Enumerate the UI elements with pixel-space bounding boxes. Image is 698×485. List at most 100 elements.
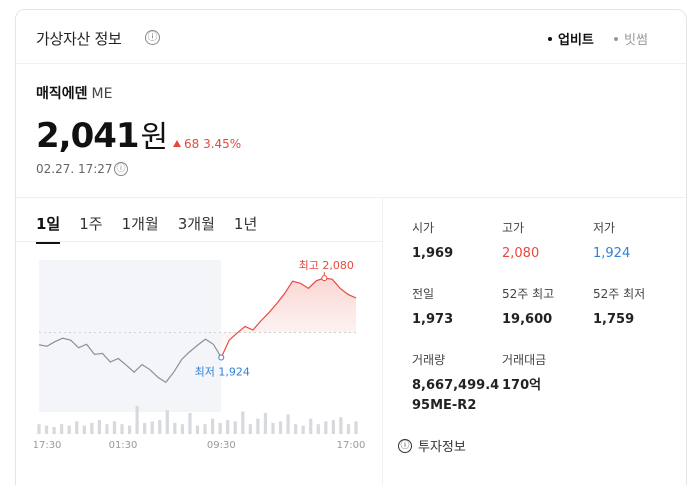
stat-value: 2,080 xyxy=(502,246,540,261)
tab-1d[interactable]: 1일 xyxy=(36,213,61,244)
exchange-bithumb-tab[interactable]: 빗썸 xyxy=(614,29,648,48)
selected-dot-icon xyxy=(548,36,552,41)
volume-bar xyxy=(210,418,215,434)
volume-bar xyxy=(44,425,49,434)
volume-bar xyxy=(233,421,237,434)
stat-label: 52주 최저 xyxy=(593,287,646,301)
low-label: 최저 1,924 xyxy=(195,365,250,378)
volume-bar xyxy=(90,422,94,434)
volume-bar xyxy=(218,422,222,434)
price-line-up xyxy=(220,277,357,358)
stat-item: 고가 2,080 xyxy=(502,219,539,264)
volume-bar xyxy=(263,413,268,434)
tab-1m[interactable]: 1개월 xyxy=(121,215,159,233)
stat-label: 거래량 xyxy=(412,353,446,367)
x-tick-label: 17:30 xyxy=(34,440,61,450)
volume-bar xyxy=(309,418,313,434)
tab-1w[interactable]: 1주 xyxy=(79,215,103,233)
coin-name-text: 매직에덴 xyxy=(36,86,88,102)
volume-bar xyxy=(294,424,298,434)
price-chart[interactable]: 최고 2,080 최저 1,924 17:30 01:30 09:30 17:00 xyxy=(34,260,366,450)
x-tick-label: 17:00 xyxy=(337,440,366,450)
crypto-info-card: 가상자산 정보 ⓘ 업비트 빗썸 매직에덴 ME 2,041원 68 3.45% … xyxy=(15,9,687,485)
volume-bar xyxy=(120,424,124,434)
dot-icon xyxy=(614,36,618,41)
volume-bar xyxy=(67,425,71,434)
volume-bar xyxy=(195,425,200,434)
volume-bar xyxy=(278,421,283,434)
exchange-label: 빗썸 xyxy=(624,33,648,48)
volume-bar xyxy=(226,420,230,434)
up-area xyxy=(221,278,356,358)
volume-bar xyxy=(331,420,335,434)
stat-value: 1,973 xyxy=(412,312,454,327)
volume-bar xyxy=(203,424,207,434)
low-point xyxy=(218,354,225,361)
coin-symbol: ME xyxy=(91,86,113,102)
price-timestamp: 02.27. 17:27 xyxy=(36,162,113,176)
volume-bar xyxy=(52,427,56,434)
volume-bar xyxy=(346,424,351,434)
exchange-label: 업비트 xyxy=(558,33,594,48)
current-price: 2,041원 xyxy=(36,112,169,156)
tab-1y[interactable]: 1년 xyxy=(233,215,258,233)
x-tick-label: 09:30 xyxy=(207,440,236,450)
volume-bar xyxy=(339,417,343,434)
up-triangle-icon xyxy=(173,140,181,147)
volume-bar xyxy=(150,421,154,434)
divider xyxy=(16,197,686,198)
x-tick-label: 01:30 xyxy=(109,440,138,450)
stat-item: 전일 1,973 xyxy=(412,285,453,330)
volume-bar xyxy=(60,424,64,434)
info-icon: ⓘ xyxy=(398,438,412,453)
volume-bar xyxy=(165,410,169,434)
stat-label: 고가 xyxy=(502,221,525,235)
volume-bar xyxy=(127,425,132,434)
tabs-divider xyxy=(16,241,382,242)
high-label: 최고 2,080 xyxy=(299,260,354,272)
volume-bar xyxy=(286,414,290,434)
volume-bar xyxy=(271,422,275,434)
change-value: 68 3.45% xyxy=(184,137,242,151)
stat-label: 52주 최고 xyxy=(502,287,555,301)
volume-bar xyxy=(173,422,177,434)
volume-bar xyxy=(188,413,192,434)
stat-item: 저가 1,924 xyxy=(593,219,630,264)
coin-name: 매직에덴 ME xyxy=(36,83,112,103)
volume-bar xyxy=(135,406,139,434)
stat-item: 시가 1,969 xyxy=(412,219,453,264)
timestamp-info-icon[interactable]: ⓘ xyxy=(114,162,128,176)
stat-label: 거래대금 xyxy=(502,353,547,367)
period-tabs: 1일 1주 1개월 3개월 1년 xyxy=(36,213,276,244)
stat-item: 52주 최저 1,759 xyxy=(593,285,645,330)
info-icon[interactable]: ⓘ xyxy=(145,30,160,45)
stat-value: 1,969 xyxy=(412,246,454,261)
volume-bar xyxy=(248,424,252,434)
card-title: 가상자산 정보 xyxy=(36,30,122,48)
volume-bar xyxy=(256,418,260,434)
stat-label: 시가 xyxy=(412,221,435,235)
volume-bar xyxy=(301,425,305,434)
volume-bar xyxy=(354,421,358,434)
price-line-down xyxy=(38,337,222,384)
stat-value: 1,759 xyxy=(593,312,635,327)
stat-item: 52주 최고 19,600 xyxy=(502,285,554,330)
volume-bar xyxy=(143,422,147,434)
volume-bar xyxy=(37,424,41,434)
card-header: 가상자산 정보 ⓘ 업비트 빗썸 xyxy=(16,10,686,64)
stat-item: 거래대금 170억 xyxy=(502,351,546,396)
invest-info-link[interactable]: ⓘ 투자정보 xyxy=(398,436,466,455)
exchange-upbit-tab[interactable]: 업비트 xyxy=(548,29,594,48)
volume-bar xyxy=(158,420,162,434)
stat-value: 170억 xyxy=(502,378,542,393)
stat-value: 1,924 xyxy=(593,246,631,261)
stat-item: 거래량 8,667,499.4 95ME-R2 xyxy=(412,351,499,416)
volume-bar xyxy=(324,421,328,434)
tab-3m[interactable]: 3개월 xyxy=(177,215,215,233)
stat-value: 8,667,499.4 95ME-R2 xyxy=(412,378,500,413)
volume-bar xyxy=(75,421,79,434)
volume-bar xyxy=(316,424,320,434)
volume-bar xyxy=(180,424,185,434)
price-unit: 원 xyxy=(140,120,169,155)
volume-bar xyxy=(112,421,117,434)
